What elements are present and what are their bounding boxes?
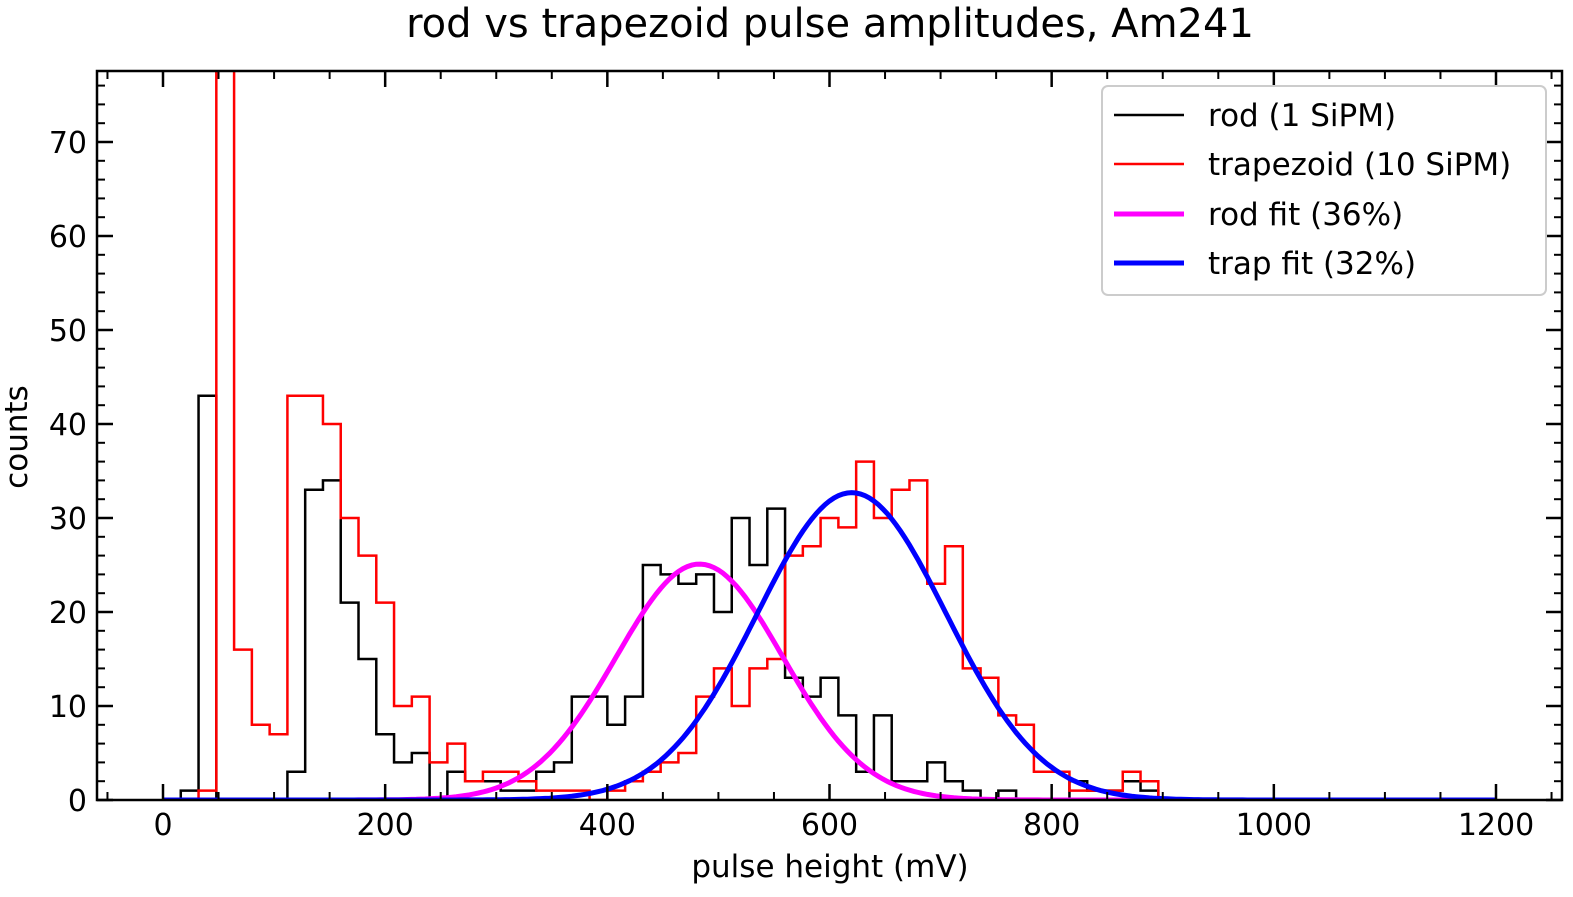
legend-frame (1101, 85, 1547, 296)
axis-ticks: 0 200 400 600 800 1000 1200 0 10 20 30 40 50 60 70 (49, 71, 1562, 843)
x-tick-label: 600 (801, 808, 858, 843)
legend-label-trap-fit: trap fit (32%) (1208, 246, 1416, 282)
legend-label-rod-fit: rod fit (36%) (1208, 197, 1403, 233)
y-tick-label: 0 (68, 784, 87, 819)
y-tick-label: 30 (49, 502, 87, 537)
x-tick-label: 1200 (1458, 808, 1534, 843)
x-axis-label: pulse height (mV) (691, 849, 968, 885)
legend: rod (1 SiPM) trapezoid (10 SiPM) rod fit… (1101, 85, 1547, 296)
x-tick-label: 800 (1023, 808, 1080, 843)
legend-label-rod: rod (1 SiPM) (1208, 98, 1396, 134)
y-tick-label: 60 (49, 220, 87, 255)
series-rod-fit-36 (163, 561, 1496, 800)
series-trapezoid-10-sipm (180, 71, 1160, 800)
series-rod-1-sipm (179, 394, 1160, 800)
y-tick-label: 40 (49, 408, 87, 443)
x-tick-label: 0 (153, 808, 172, 843)
y-tick-label: 70 (49, 126, 87, 161)
chart-title: rod vs trapezoid pulse amplitudes, Am241 (406, 1, 1254, 47)
y-tick-label: 20 (49, 596, 87, 631)
y-tick-label: 50 (49, 314, 87, 349)
x-tick-label: 200 (357, 808, 414, 843)
x-tick-label: 400 (579, 808, 636, 843)
x-tick-label: 1000 (1236, 808, 1312, 843)
y-axis-label: counts (0, 385, 35, 489)
legend-label-trapezoid: trapezoid (10 SiPM) (1208, 147, 1511, 183)
series-trap-fit-32 (163, 490, 1496, 800)
y-tick-label: 10 (49, 690, 87, 725)
